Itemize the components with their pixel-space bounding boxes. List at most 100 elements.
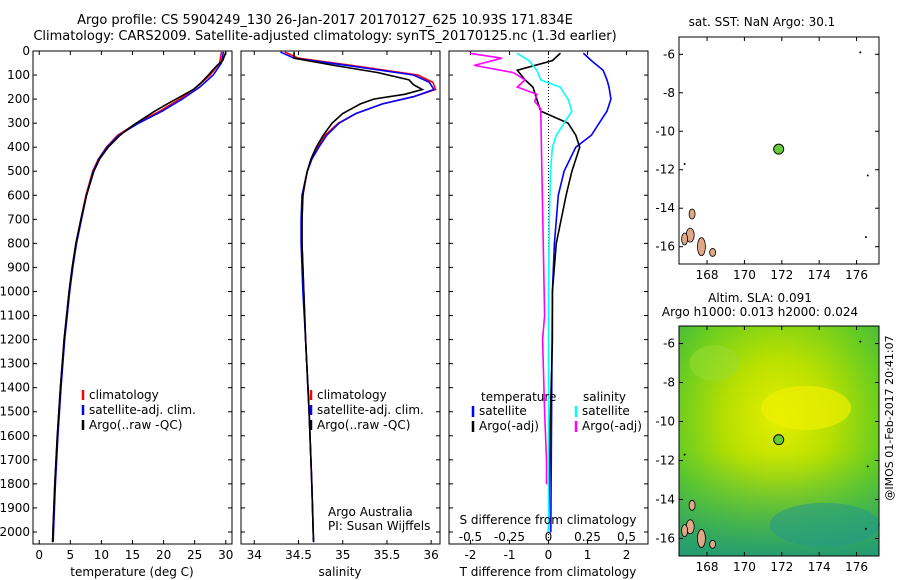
depth-tick-label: 2000 [0, 525, 30, 539]
sst-map-xtick-label: 176 [845, 268, 868, 282]
salinity-point [308, 411, 310, 413]
difference-xtick-label: 1 [584, 548, 592, 562]
difference-point [543, 411, 546, 413]
temperature-point [59, 387, 61, 389]
difference-point [553, 242, 555, 244]
temperature-point [223, 55, 226, 57]
sla-map-heat-low [769, 502, 880, 547]
sst-map-xtick-label: 168 [696, 268, 719, 282]
difference-point [606, 110, 608, 112]
salinity-point [312, 540, 315, 543]
difference-point [528, 60, 530, 62]
salinity-point [303, 290, 305, 293]
temperature-xtick-label: 0 [35, 548, 43, 562]
difference-point [610, 98, 612, 100]
difference-point [606, 79, 608, 81]
difference-point [524, 79, 526, 81]
salinity-point [381, 103, 384, 105]
difference-point [536, 98, 538, 100]
annotation-pi: PI: Susan Wijffels [328, 519, 430, 533]
sla-map-xtick-label: 176 [845, 560, 868, 574]
temperature-point [75, 242, 77, 244]
figure-title-line1: Argo profile: CS 5904249_130 26-Jan-2017… [77, 13, 573, 28]
difference-point [540, 79, 542, 81]
difference-point [567, 98, 569, 100]
difference-xlabel-top: S difference from climatology [460, 513, 637, 527]
depth-tick-label: 0 [22, 44, 30, 58]
temperature-point [119, 134, 121, 136]
difference-stick-label: -0.25 [494, 530, 525, 544]
sla-map-ytick-label: -8 [663, 376, 675, 390]
sla-map-land [681, 524, 689, 538]
difference-point [549, 170, 552, 172]
temperature-point [207, 74, 209, 76]
salinity-point [310, 158, 312, 160]
sla-map-xtick-label: 174 [808, 560, 831, 574]
difference-point [551, 338, 554, 341]
difference-point [547, 411, 550, 413]
difference-point [557, 194, 559, 196]
temperature-point [107, 146, 109, 148]
temperature-point [154, 110, 156, 112]
depth-tick-label: 1800 [0, 477, 30, 491]
difference-point [516, 69, 518, 71]
difference-legend-label: satellite [582, 404, 630, 418]
legend-group-temperature: temperature [481, 390, 556, 404]
depth-tick-label: 300 [7, 116, 30, 130]
sst-map-xtick-label: 172 [770, 268, 793, 282]
difference-point [547, 531, 550, 533]
salinity-point [373, 98, 375, 100]
sla-map-ytick-label: -14 [655, 492, 675, 506]
temperature-point [192, 88, 195, 91]
difference-point [549, 411, 552, 413]
temperature-point [56, 435, 58, 437]
salinity-point [404, 93, 406, 95]
difference-xtick-label: 0 [545, 548, 553, 562]
figure-title-line2: Climatology: CARS2009. Satellite-adjuste… [33, 29, 617, 44]
difference-point [563, 122, 565, 124]
depth-tick-label: 700 [7, 212, 30, 226]
salinity-point [293, 51, 295, 53]
depth-tick-label: 1100 [0, 309, 30, 323]
sla-map-heat-high [761, 385, 852, 430]
temperature-point [98, 158, 101, 160]
difference-point [469, 52, 472, 55]
temperature-point [222, 51, 224, 53]
salinity-xtick-label: 35.5 [374, 548, 401, 562]
difference-point [551, 60, 554, 62]
depth-tick-label: 200 [7, 92, 30, 106]
difference-point [608, 86, 610, 88]
salinity-xtick-label: 34 [247, 548, 262, 562]
depth-tick-label: 100 [7, 68, 30, 82]
difference-stick-label: 0 [545, 530, 553, 544]
salinity-point [377, 72, 379, 74]
sst-map-xtick-label: 170 [733, 268, 756, 282]
difference-point [565, 194, 567, 196]
salinity-point [417, 74, 419, 76]
temperature-point [52, 531, 54, 533]
sla-map-islet [683, 453, 686, 456]
difference-point [501, 57, 503, 59]
sst-map-ytick-label: -6 [663, 47, 675, 61]
sla-map-frame [678, 325, 880, 557]
salinity-point [315, 146, 317, 148]
sla-map-heat-mid [689, 345, 740, 382]
sla-map-title-line2: Argo h1000: 0.013 h2000: 0.024 [662, 305, 858, 319]
depth-tick-label: 1000 [0, 284, 30, 298]
difference-point [598, 122, 600, 124]
temperature-xlabel: temperature (deg C) [70, 565, 193, 579]
sst-map-ytick-label: -16 [655, 240, 675, 254]
sla-map-land [697, 529, 706, 548]
salinity-axes-box [240, 50, 441, 545]
temperature-point [80, 218, 82, 220]
legend-group-salinity: salinity [583, 390, 626, 404]
sst-map-land [688, 208, 696, 220]
difference-legend-label: satellite [479, 404, 527, 418]
difference-legend-label: Argo(-adj) [479, 419, 539, 433]
annotation-argo-australia: Argo Australia [328, 505, 413, 519]
difference-point [534, 100, 536, 103]
temperature-xtick-label: 20 [156, 548, 171, 562]
salinity-point [326, 134, 328, 136]
depth-tick-label: 1400 [0, 381, 30, 395]
salinity-point [331, 122, 333, 124]
